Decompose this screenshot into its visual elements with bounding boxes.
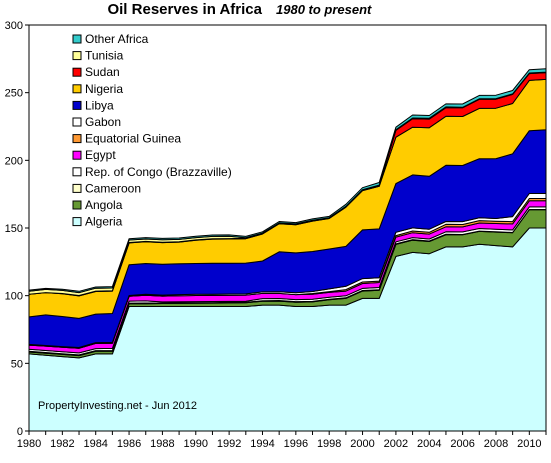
legend-swatch — [72, 167, 82, 177]
legend-label: Tunisia — [85, 49, 124, 63]
x-tick-label: 2004 — [417, 438, 441, 450]
legend-swatch — [72, 183, 82, 193]
legend-label: Algeria — [85, 215, 123, 229]
x-tick-label: 1982 — [50, 438, 74, 450]
chart-title: Oil Reserves in Africa — [107, 1, 262, 18]
x-tick-label: 2000 — [350, 438, 374, 450]
legend-swatch — [72, 51, 82, 61]
x-tick-label: 1984 — [83, 438, 107, 450]
legend-label: Angola — [85, 198, 123, 212]
y-tick-label: 0 — [17, 426, 23, 438]
x-tick-label: 1980 — [17, 438, 41, 450]
legend-label: Cameroon — [85, 181, 141, 195]
x-tick-label: 2008 — [484, 438, 508, 450]
legend-label: Equatorial Guinea — [85, 132, 181, 146]
legend-swatch — [72, 150, 82, 160]
legend-label: Sudan — [85, 65, 120, 79]
y-tick-label: 250 — [5, 88, 23, 100]
legend-swatch — [72, 100, 82, 110]
y-tick-label: 50 — [11, 358, 23, 370]
x-tick-label: 2010 — [517, 438, 541, 450]
x-tick-label: 2002 — [384, 438, 408, 450]
x-tick-label: 1994 — [250, 438, 274, 450]
legend-swatch — [72, 200, 82, 210]
y-tick-label: 100 — [5, 291, 23, 303]
x-tick-label: 1986 — [117, 438, 141, 450]
legend-label: Egypt — [85, 148, 116, 162]
chart-subtitle: 1980 to present — [276, 2, 372, 17]
legend-label: Rep. of Congo (Brazzaville) — [85, 165, 232, 179]
legend-swatch — [72, 134, 82, 144]
legend-swatch — [72, 34, 82, 44]
y-tick-label: 150 — [5, 223, 23, 235]
legend: Other Africa Tunisia Sudan Nigeria Libya Gabo… — [72, 32, 232, 229]
legend-label: Nigeria — [85, 82, 123, 96]
legend-swatch — [72, 117, 82, 127]
y-tick-label: 200 — [5, 155, 23, 167]
x-tick-label: 2006 — [450, 438, 474, 450]
legend-label: Libya — [85, 98, 114, 112]
legend-swatch — [72, 217, 82, 227]
legend-swatch — [72, 67, 82, 77]
x-tick-label: 1998 — [317, 438, 341, 450]
legend-label: Gabon — [85, 115, 121, 129]
x-tick-label: 1992 — [217, 438, 241, 450]
legend-swatch — [72, 84, 82, 94]
x-tick-label: 1990 — [184, 438, 208, 450]
x-tick-label: 1988 — [150, 438, 174, 450]
axes-group: 0 50 100 150 200 250 300 1980 1982 1984 1986 1988 19… — [5, 20, 547, 450]
legend-label: Other Africa — [85, 32, 149, 46]
source-annotation: PropertyInvesting.net - Jun 2012 — [38, 400, 197, 412]
x-tick-label: 1996 — [284, 438, 308, 450]
y-tick-label: 300 — [5, 20, 23, 32]
